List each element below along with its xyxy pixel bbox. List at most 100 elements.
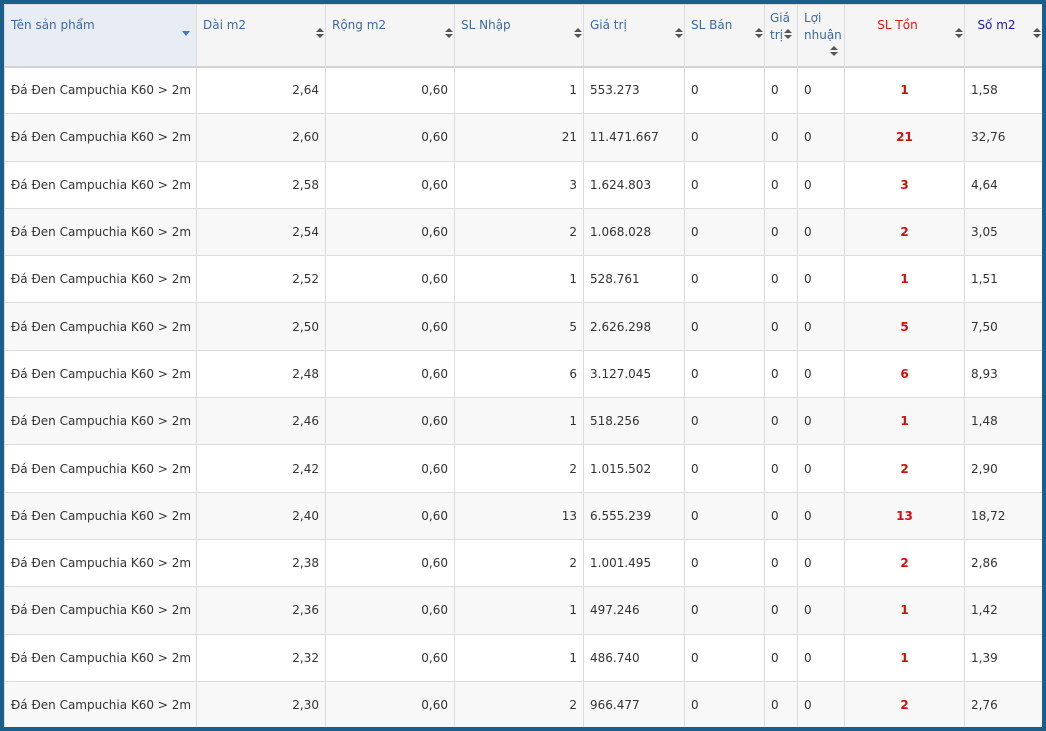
table-row: Đá Đen Campuchia K60 > 2m 2,36 0,60 1 497.24… xyxy=(4,586,1042,635)
header-label: Tên sản phẩm xyxy=(11,18,95,32)
cell-ten-san-pham: Đá Đen Campuchia K60 > 2m xyxy=(4,633,197,682)
header-gia-tri-ban[interactable]: Giá trị xyxy=(764,4,798,68)
cell-sl-nhap: 2 xyxy=(454,538,584,588)
cell-loi-nhuan: 0 xyxy=(797,680,845,727)
header-sl-ton[interactable]: SL Tồn xyxy=(844,4,965,68)
cell-gia-tri-ban: 0 xyxy=(764,65,798,115)
cell-dai: 2,58 xyxy=(196,160,326,209)
cell-loi-nhuan: 0 xyxy=(797,302,845,351)
cell-rong: 0,60 xyxy=(325,538,455,588)
cell-ten-san-pham: Đá Đen Campuchia K60 > 2m xyxy=(4,207,197,257)
header-label-line-2: trị xyxy=(770,28,783,42)
cell-sl-ban: 0 xyxy=(684,491,765,540)
cell-sl-ton: 1 xyxy=(844,397,965,446)
cell-rong: 0,60 xyxy=(325,113,455,162)
table-row: Đá Đen Campuchia K60 > 2m 2,38 0,60 2 1.001.… xyxy=(4,538,1042,588)
inventory-table-panel: Tên sản phẩm Dài m2 Rộng m2 SL Nhập Giá … xyxy=(4,4,1042,727)
cell-sl-ton: 1 xyxy=(844,65,965,115)
cell-gia-tri: 1.068.028 xyxy=(583,207,685,257)
cell-so-m2: 1,39 xyxy=(964,633,1042,682)
table-row: Đá Đen Campuchia K60 > 2m 2,46 0,60 1 518.25… xyxy=(4,397,1042,446)
cell-ten-san-pham: Đá Đen Campuchia K60 > 2m xyxy=(4,538,197,588)
cell-gia-tri-ban: 0 xyxy=(764,491,798,540)
cell-sl-ban: 0 xyxy=(684,397,765,446)
cell-loi-nhuan: 0 xyxy=(797,538,845,588)
cell-so-m2: 1,58 xyxy=(964,65,1042,115)
cell-rong: 0,60 xyxy=(325,160,455,209)
header-sl-nhap[interactable]: SL Nhập xyxy=(454,4,584,68)
cell-loi-nhuan: 0 xyxy=(797,397,845,446)
cell-gia-tri-ban: 0 xyxy=(764,160,798,209)
cell-so-m2: 1,42 xyxy=(964,586,1042,635)
cell-so-m2: 1,48 xyxy=(964,397,1042,446)
cell-gia-tri: 6.555.239 xyxy=(583,491,685,540)
cell-sl-nhap: 3 xyxy=(454,160,584,209)
cell-gia-tri: 1.001.495 xyxy=(583,538,685,588)
cell-ten-san-pham: Đá Đen Campuchia K60 > 2m xyxy=(4,586,197,635)
cell-gia-tri-ban: 0 xyxy=(764,680,798,727)
cell-dai: 2,40 xyxy=(196,491,326,540)
header-sl-ban[interactable]: SL Bán xyxy=(684,4,765,68)
cell-gia-tri-ban: 0 xyxy=(764,444,798,493)
table-row: Đá Đen Campuchia K60 > 2m 2,40 0,60 13 6.555… xyxy=(4,491,1042,540)
cell-sl-ban: 0 xyxy=(684,160,765,209)
cell-so-m2: 4,64 xyxy=(964,160,1042,209)
header-label: SL Tồn xyxy=(877,18,918,32)
cell-gia-tri: 497.246 xyxy=(583,586,685,635)
header-loi-nhuan[interactable]: Lợi nhuận xyxy=(797,4,845,68)
cell-gia-tri-ban: 0 xyxy=(764,397,798,446)
cell-dai: 2,32 xyxy=(196,633,326,682)
header-ten-san-pham[interactable]: Tên sản phẩm xyxy=(4,4,197,68)
header-label: Rộng m2 xyxy=(332,18,387,32)
cell-loi-nhuan: 0 xyxy=(797,349,845,399)
cell-ten-san-pham: Đá Đen Campuchia K60 > 2m xyxy=(4,491,197,540)
cell-sl-ton: 6 xyxy=(844,349,965,399)
header-dai-m2[interactable]: Dài m2 xyxy=(196,4,326,68)
cell-sl-nhap: 6 xyxy=(454,349,584,399)
header-so-m2[interactable]: Số m2 xyxy=(964,4,1042,68)
header-label: SL Bán xyxy=(691,18,733,32)
cell-rong: 0,60 xyxy=(325,255,455,304)
cell-dai: 2,52 xyxy=(196,255,326,304)
cell-sl-ton: 13 xyxy=(844,491,965,540)
cell-sl-ban: 0 xyxy=(684,302,765,351)
cell-gia-tri: 2.626.298 xyxy=(583,302,685,351)
cell-sl-ton: 2 xyxy=(844,538,965,588)
cell-ten-san-pham: Đá Đen Campuchia K60 > 2m xyxy=(4,65,197,115)
table-row: Đá Đen Campuchia K60 > 2m 2,54 0,60 2 1.068.… xyxy=(4,207,1042,257)
cell-sl-ban: 0 xyxy=(684,444,765,493)
cell-so-m2: 32,76 xyxy=(964,113,1042,162)
header-label: Số m2 xyxy=(977,18,1016,32)
cell-gia-tri: 11.471.667 xyxy=(583,113,685,162)
cell-sl-ban: 0 xyxy=(684,538,765,588)
header-gia-tri[interactable]: Giá trị xyxy=(583,4,685,68)
cell-loi-nhuan: 0 xyxy=(797,444,845,493)
cell-ten-san-pham: Đá Đen Campuchia K60 > 2m xyxy=(4,255,197,304)
cell-rong: 0,60 xyxy=(325,349,455,399)
cell-gia-tri: 553.273 xyxy=(583,65,685,115)
table-row: Đá Đen Campuchia K60 > 2m 2,52 0,60 1 528.76… xyxy=(4,255,1042,304)
cell-rong: 0,60 xyxy=(325,207,455,257)
cell-sl-ban: 0 xyxy=(684,255,765,304)
cell-dai: 2,36 xyxy=(196,586,326,635)
cell-sl-nhap: 13 xyxy=(454,491,584,540)
header-label: Giá trị xyxy=(590,18,627,32)
cell-sl-ton: 1 xyxy=(844,586,965,635)
cell-sl-ton: 21 xyxy=(844,113,965,162)
cell-sl-ton: 3 xyxy=(844,160,965,209)
cell-loi-nhuan: 0 xyxy=(797,207,845,257)
cell-gia-tri-ban: 0 xyxy=(764,538,798,588)
header-rong-m2[interactable]: Rộng m2 xyxy=(325,4,455,68)
table-row: Đá Đen Campuchia K60 > 2m 2,60 0,60 21 11.47… xyxy=(4,113,1042,162)
cell-sl-ban: 0 xyxy=(684,586,765,635)
cell-dai: 2,64 xyxy=(196,65,326,115)
cell-loi-nhuan: 0 xyxy=(797,633,845,682)
cell-rong: 0,60 xyxy=(325,444,455,493)
cell-sl-nhap: 1 xyxy=(454,397,584,446)
cell-ten-san-pham: Đá Đen Campuchia K60 > 2m xyxy=(4,397,197,446)
table-row: Đá Đen Campuchia K60 > 2m 2,50 0,60 5 2.626.… xyxy=(4,302,1042,351)
cell-dai: 2,42 xyxy=(196,444,326,493)
cell-rong: 0,60 xyxy=(325,397,455,446)
cell-so-m2: 1,51 xyxy=(964,255,1042,304)
header-label: Dài m2 xyxy=(203,18,247,32)
